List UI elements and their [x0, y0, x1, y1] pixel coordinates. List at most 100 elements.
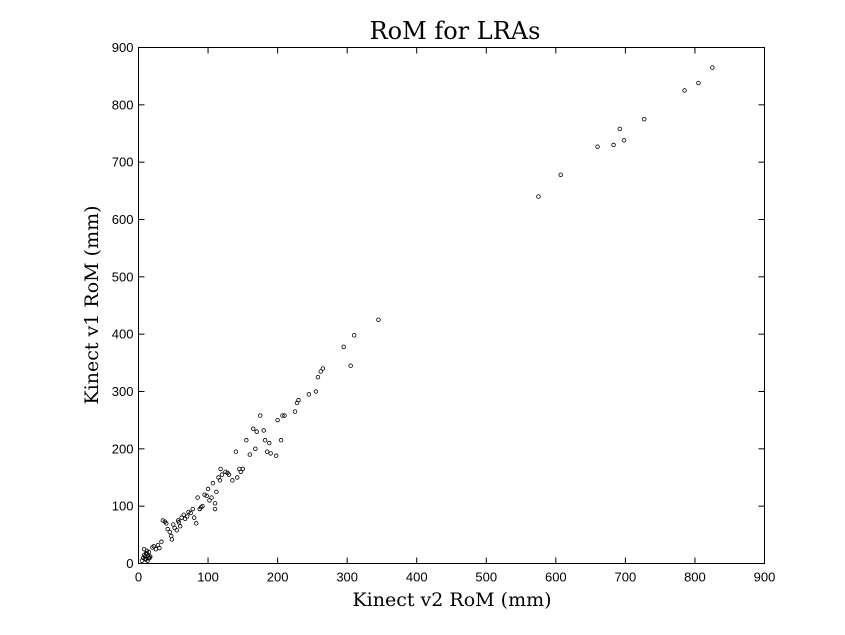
data-point	[376, 317, 381, 323]
data-point	[218, 466, 223, 472]
x-tick-label: 400	[406, 570, 428, 585]
axis-ticks: 0 100 200 300 400 500 600 700 800 900 0 100 200 300 40…	[112, 40, 776, 585]
data-point	[190, 506, 195, 512]
data-point	[267, 440, 272, 446]
x-tick-label: 500	[475, 570, 497, 585]
y-tick-label: 900	[112, 40, 134, 55]
data-point	[172, 525, 177, 531]
data-point	[159, 539, 164, 544]
data-point	[188, 510, 193, 516]
data-point	[207, 498, 212, 503]
data-point	[351, 333, 357, 338]
data-point	[148, 554, 153, 559]
data-point	[168, 533, 174, 539]
data-point	[204, 493, 209, 499]
y-tick-label: 500	[112, 269, 134, 284]
data-point	[182, 516, 188, 521]
data-point	[558, 172, 563, 177]
data-point	[320, 366, 326, 371]
x-tick-label: 700	[615, 570, 637, 585]
data-point	[217, 478, 223, 483]
data-point	[233, 449, 239, 454]
x-tick-label: 100	[197, 570, 219, 585]
data-point	[151, 544, 157, 549]
data-point	[251, 426, 256, 431]
data-point	[318, 369, 323, 374]
data-point	[275, 417, 280, 423]
data-point	[212, 506, 218, 512]
data-point	[296, 397, 301, 403]
plot-frame	[138, 47, 765, 564]
data-point	[144, 551, 150, 556]
data-point	[194, 521, 199, 526]
data-point	[167, 529, 172, 535]
data-point	[292, 409, 298, 414]
data-point	[219, 472, 225, 477]
data-point	[184, 514, 190, 519]
x-tick-label: 600	[545, 570, 567, 585]
data-point	[164, 521, 169, 526]
data-point	[240, 466, 246, 472]
data-point	[235, 475, 240, 480]
x-axis-label: Kinect v2 RoM (mm)	[352, 589, 551, 611]
x-tick-label: 900	[754, 570, 776, 585]
data-point	[682, 88, 687, 93]
data-point	[238, 469, 243, 474]
data-point	[268, 451, 273, 456]
y-tick-label: 400	[112, 327, 134, 342]
data-point	[141, 546, 147, 552]
data-point	[153, 546, 159, 552]
y-tick-label: 800	[112, 97, 134, 112]
data-point	[261, 428, 266, 433]
y-tick-label: 100	[112, 499, 134, 514]
data-point	[278, 438, 284, 443]
data-point	[244, 438, 249, 443]
data-point	[157, 545, 162, 551]
data-point	[641, 116, 647, 122]
y-tick-label: 200	[112, 441, 134, 456]
data-point	[165, 526, 170, 532]
x-tick-label: 800	[684, 570, 706, 585]
data-point	[210, 481, 216, 486]
data-point	[212, 501, 218, 506]
data-point	[306, 392, 312, 397]
data-point	[262, 438, 268, 443]
x-tick-label: 0	[135, 570, 142, 585]
data-point	[282, 413, 287, 418]
data-point	[191, 515, 197, 520]
data-point	[536, 194, 541, 199]
data-point	[178, 524, 183, 529]
data-point	[274, 453, 279, 458]
data-point	[313, 389, 319, 394]
data-point	[169, 537, 175, 542]
data-point	[258, 413, 263, 418]
data-point	[617, 126, 623, 132]
data-point	[214, 489, 219, 495]
y-tick-label: 300	[112, 384, 134, 399]
y-axis-label: Kinect v1 RoM (mm)	[81, 205, 103, 404]
data-point	[348, 363, 353, 368]
data-point	[696, 80, 701, 86]
data-point	[176, 520, 182, 525]
y-tick-label: 600	[112, 212, 134, 227]
data-point	[315, 374, 321, 380]
data-point	[205, 486, 211, 492]
data-point	[209, 495, 214, 500]
data-point	[710, 65, 715, 70]
chart-title: RoM for LRAs	[370, 17, 541, 45]
y-tick-label: 0	[126, 556, 133, 571]
data-point	[254, 429, 259, 434]
x-tick-label: 200	[267, 570, 289, 585]
y-tick-label: 700	[112, 155, 134, 170]
data-points	[139, 65, 715, 563]
data-point	[253, 446, 258, 452]
data-point	[181, 512, 186, 517]
data-point	[611, 142, 616, 148]
x-tick-label: 300	[336, 570, 358, 585]
data-point	[595, 144, 600, 149]
data-point	[247, 452, 252, 457]
data-point	[230, 478, 235, 483]
data-point	[280, 413, 285, 418]
data-point	[195, 495, 200, 500]
